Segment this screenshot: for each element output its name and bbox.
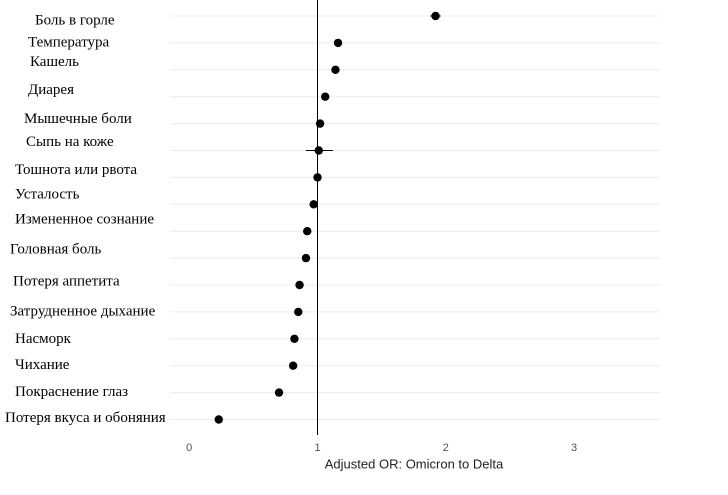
category-label: Покраснение глаз: [15, 384, 128, 400]
point: [315, 119, 325, 128]
point: [333, 38, 343, 48]
category-label: Усталость: [15, 187, 80, 203]
x-axis-label: Adjusted OR: Omicron to Delta: [325, 456, 504, 471]
category-label: Тошнота или рвота: [15, 162, 137, 178]
point: [294, 307, 303, 317]
category-label: Температура: [28, 34, 110, 50]
category-label: Потеря вкуса и обоняния: [5, 410, 166, 426]
category-label: Потеря аппетита: [13, 273, 120, 289]
point: [303, 227, 312, 236]
point: [301, 253, 311, 263]
point: [295, 280, 304, 290]
point: [321, 92, 330, 101]
x-tick-label: 2: [443, 442, 449, 454]
category-label: Боль в горле: [35, 12, 115, 28]
point: [214, 415, 223, 424]
x-tick-label: 0: [186, 442, 192, 454]
category-label: Кашель: [30, 54, 79, 70]
point: [314, 146, 323, 155]
category-label: Чихание: [15, 357, 70, 373]
point: [288, 361, 298, 370]
point: [309, 200, 318, 209]
category-label: Насморк: [15, 331, 72, 347]
category-label: Затрудненное дыхание: [10, 303, 156, 319]
point: [290, 334, 299, 343]
point: [274, 388, 284, 397]
category-label: Диарея: [28, 82, 74, 98]
x-tick-label: 3: [571, 442, 577, 454]
point: [431, 11, 440, 21]
x-tick-label: 1: [314, 442, 320, 454]
category-label: Сыпь на коже: [26, 134, 114, 150]
point: [313, 173, 322, 182]
category-label: Мышечные боли: [24, 111, 132, 127]
category-label: Измененное сознание: [15, 212, 154, 228]
point: [331, 65, 340, 75]
category-label: Головная боль: [10, 242, 101, 258]
